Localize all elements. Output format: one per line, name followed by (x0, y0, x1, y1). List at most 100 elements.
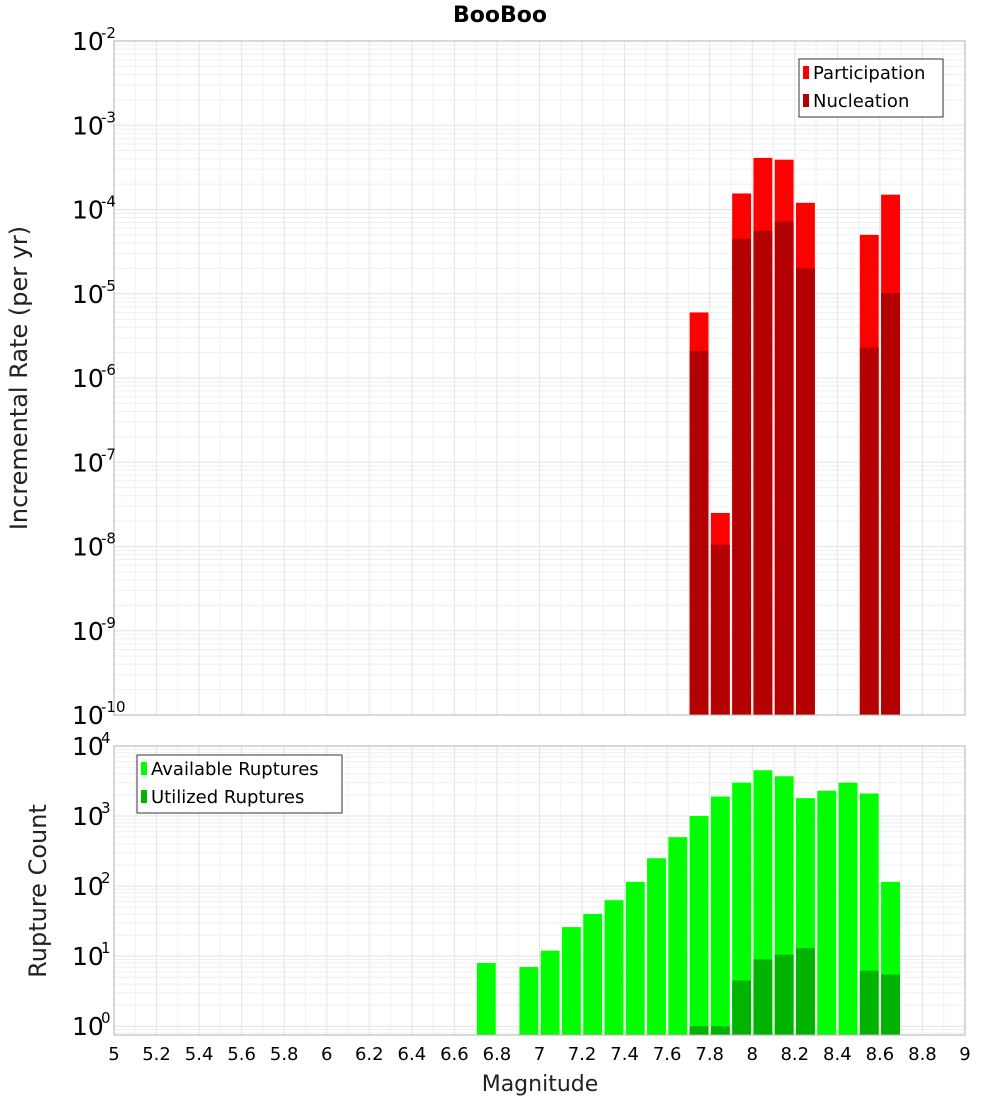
nucleation-bar (753, 230, 773, 716)
legend-box (798, 58, 944, 118)
available-ruptures-bar (625, 881, 645, 1035)
x-tick-label: 5.8 (270, 1044, 299, 1065)
available-ruptures-bar (583, 914, 603, 1035)
y-tick-label: 10 (72, 448, 104, 477)
legend-swatch (803, 94, 809, 107)
y-tick-label: 10 (72, 1012, 104, 1041)
x-tick-label: 7.6 (653, 1044, 682, 1065)
nucleation-bar (774, 221, 794, 716)
legend-swatch (803, 66, 809, 79)
x-tick-label: 7 (534, 1044, 545, 1065)
utilized-ruptures-bar (859, 970, 879, 1035)
y-tick-label: 10 (72, 533, 104, 562)
utilized-ruptures-bar (689, 1026, 709, 1035)
x-tick-label: 8.6 (866, 1044, 895, 1065)
legend-swatch (141, 790, 147, 803)
y-tick-label: 10 (72, 942, 104, 971)
x-tick-label: 5.4 (185, 1044, 214, 1065)
y-tick-exponent: 3 (101, 799, 111, 817)
count-bars (476, 770, 900, 1035)
nucleation-bar (881, 293, 900, 715)
x-tick-label: 8 (747, 1044, 758, 1065)
utilized-ruptures-bar (710, 1026, 730, 1035)
y-tick-label: 10 (72, 732, 104, 761)
y-tick-exponent: -4 (101, 193, 116, 211)
legend-label: Available Ruptures (151, 759, 319, 780)
count-y-axis-label: Rupture Count (24, 804, 52, 978)
y-tick-exponent: 4 (101, 729, 111, 747)
x-tick-label: 9 (959, 1044, 970, 1065)
y-tick-exponent: -2 (101, 24, 116, 42)
y-tick-exponent: 0 (101, 1009, 111, 1027)
x-tick-label: 5 (108, 1044, 119, 1065)
legend-label: Participation (813, 63, 925, 84)
y-tick-label: 10 (72, 617, 104, 646)
utilized-ruptures-bar (796, 948, 815, 1035)
y-tick-exponent: 2 (101, 869, 111, 887)
available-ruptures-bar (689, 816, 709, 1035)
x-axis-label: Magnitude (482, 1072, 599, 1097)
x-tick-label: 8.8 (908, 1044, 937, 1065)
x-tick-label: 8.4 (823, 1044, 852, 1065)
y-tick-exponent: -10 (101, 698, 126, 716)
x-tick-labels: 5 5.2 5.4 5.6 5.8 6 6.2 6.4 6.6 6.8 7 7.2 7.4 7.6 7.8 8… (108, 1044, 970, 1065)
x-tick-label: 7.4 (610, 1044, 639, 1065)
available-ruptures-bar (710, 796, 730, 1035)
available-ruptures-bar (817, 790, 837, 1035)
y-tick-exponent: -9 (101, 614, 116, 632)
x-tick-label: 6.4 (398, 1044, 427, 1065)
chart-title: BooBoo (453, 3, 547, 28)
available-ruptures-bar (668, 837, 688, 1035)
rate-bars (689, 157, 900, 716)
y-tick-exponent: -8 (101, 530, 116, 548)
y-tick-label: 10 (72, 364, 104, 393)
utilized-ruptures-bar (732, 980, 752, 1035)
legend-swatch (141, 762, 147, 775)
rate-legend: Participation Nucleation (798, 58, 944, 118)
y-tick-exponent: -5 (101, 277, 116, 295)
y-tick-exponent: -3 (101, 108, 116, 126)
x-tick-label: 6.6 (440, 1044, 469, 1065)
rate-grid (113, 41, 966, 716)
x-tick-label: 6 (321, 1044, 332, 1065)
utilized-ruptures-bar (774, 954, 794, 1035)
legend-box (136, 754, 343, 814)
nucleation-bar (689, 350, 709, 715)
y-tick-label: 10 (72, 872, 104, 901)
y-tick-label: 10 (72, 111, 104, 140)
count-plot-frame (113, 745, 966, 1036)
x-tick-label: 6.8 (483, 1044, 512, 1065)
nucleation-bar (796, 268, 815, 715)
utilized-ruptures-bar (881, 974, 900, 1035)
x-tick-label: 5.2 (142, 1044, 171, 1065)
count-legend: Available Ruptures Utilized Ruptures (136, 754, 343, 814)
available-ruptures-bar (604, 900, 624, 1035)
y-tick-label: 10 (72, 802, 104, 831)
available-ruptures-bar (838, 782, 858, 1035)
available-ruptures-bar (519, 967, 539, 1035)
available-ruptures-bar (561, 927, 581, 1035)
available-ruptures-bar (476, 962, 496, 1035)
available-ruptures-bar (647, 858, 666, 1035)
nucleation-bar (859, 347, 879, 715)
available-ruptures-bar (540, 950, 560, 1035)
x-tick-label: 7.2 (568, 1044, 597, 1065)
nucleation-bar (710, 544, 730, 715)
x-tick-label: 5.6 (227, 1044, 256, 1065)
y-tick-exponent: 1 (101, 939, 111, 957)
utilized-ruptures-bar (753, 959, 773, 1035)
y-tick-exponent: -7 (101, 445, 116, 463)
nucleation-bar (732, 238, 752, 715)
rate-y-tick-labels: 10-210-310-410-510-610-710-810-910-10 (72, 24, 126, 730)
legend-label: Nucleation (813, 91, 909, 112)
rate-panel: 10-210-310-410-510-610-710-810-910-10 In… (5, 24, 966, 730)
rate-y-axis-label: Incremental Rate (per yr) (5, 226, 33, 530)
y-tick-label: 10 (72, 196, 104, 225)
x-tick-label: 6.2 (355, 1044, 384, 1065)
rate-plot-frame (113, 40, 966, 716)
y-tick-label: 10 (72, 27, 104, 56)
y-tick-exponent: -6 (101, 361, 116, 379)
